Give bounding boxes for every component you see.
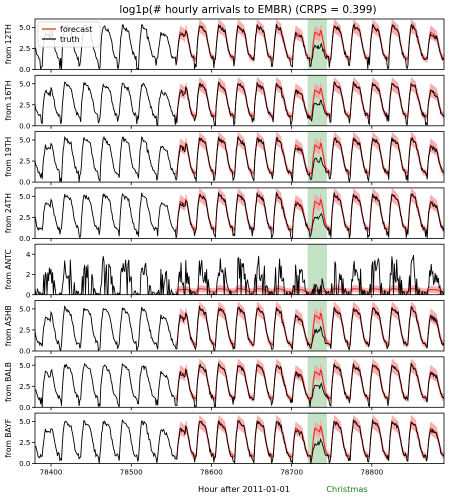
y-tick-label: 5.0 <box>19 305 31 314</box>
panel-frame <box>34 74 445 127</box>
panel-6: 0.0 2.5 5.0 from ASHB <box>4 300 445 356</box>
truth-line <box>35 255 444 295</box>
legend-entry: truth <box>60 35 80 44</box>
x-tick-label: 78800 <box>360 468 383 477</box>
y-axis-label: from BALB <box>4 362 13 402</box>
y-tick-label: 5.0 <box>19 192 31 201</box>
y-tick-label: 0.0 <box>19 234 31 243</box>
x-axis-label: Hour after 2011-01-01 <box>198 484 290 494</box>
panel-frame <box>34 412 445 465</box>
y-tick-label: 2.5 <box>19 44 30 53</box>
y-tick-label: 2.5 <box>19 213 30 222</box>
y-tick-label: 5.0 <box>19 79 31 88</box>
y-tick-label: 2.5 <box>19 438 30 447</box>
y-tick-label: 5.0 <box>19 136 31 145</box>
legend-box <box>37 21 101 48</box>
panel-frame <box>34 18 445 70</box>
y-tick-label: 2.5 <box>19 100 30 109</box>
y-axis-label: from 16TH <box>4 80 13 120</box>
y-tick-label: 4 <box>26 250 31 259</box>
x-tick-label: 78600 <box>200 468 223 477</box>
x-tick-label: 78400 <box>40 468 63 477</box>
x-tick-label: 78500 <box>120 468 143 477</box>
y-axis-label: from ANTC <box>4 249 13 289</box>
panel-2: 0.0 2.5 5.0 from 16TH <box>4 74 445 130</box>
y-axis-label: from ASHB <box>4 305 13 346</box>
truth-line <box>35 191 444 239</box>
y-axis-label: from 24TH <box>4 193 13 233</box>
y-tick-label: 5.0 <box>19 23 31 32</box>
y-tick-label: 0.0 <box>19 459 31 468</box>
forecast-band <box>175 285 444 295</box>
truth-line <box>35 305 444 351</box>
panel-5: 0 2 4 from ANTC <box>4 243 445 299</box>
y-axis-label: from 19TH <box>4 137 13 177</box>
panel-frame <box>34 187 445 239</box>
christmas-annotation: Christmas <box>326 484 367 494</box>
truth-line <box>35 81 444 126</box>
y-tick-label: 0.0 <box>19 347 31 356</box>
chart-title: log1p(# hourly arrivals to EMBR) (CRPS =… <box>119 4 376 16</box>
y-tick-label: 2.5 <box>19 382 30 391</box>
y-tick-label: 0.0 <box>19 65 31 74</box>
panel-frame <box>34 300 445 352</box>
truth-line <box>35 362 444 408</box>
panel-8: 0.0 2.5 5.0 78400 78500 78600 78700 78800 from B… <box>4 412 445 477</box>
panel-3: 0.0 2.5 5.0 from 19TH <box>4 131 445 187</box>
y-tick-label: 0.0 <box>19 121 31 130</box>
y-tick-label: 2 <box>26 270 31 279</box>
y-tick-label: 0.0 <box>19 178 31 187</box>
truth-line <box>35 22 444 70</box>
y-tick-label: 5.0 <box>19 361 31 370</box>
y-tick-label: 0.0 <box>19 403 31 412</box>
x-tick-label: 78700 <box>280 468 303 477</box>
truth-line <box>35 135 444 183</box>
y-tick-label: 5.0 <box>19 417 31 426</box>
y-tick-label: 2.5 <box>19 157 30 166</box>
y-axis-label: from 12TH <box>4 24 13 64</box>
panel-frame <box>34 356 445 408</box>
panel-frame <box>34 131 445 183</box>
legend-entry: forecast <box>60 25 92 34</box>
panel-4: 0.0 2.5 5.0 from 24TH <box>4 187 445 243</box>
truth-line <box>35 418 444 464</box>
y-axis-label: from BAYF <box>4 419 13 458</box>
panel-frame <box>34 243 445 296</box>
y-tick-label: 2.5 <box>19 326 30 335</box>
y-tick-label: 0 <box>26 290 31 299</box>
panel-7: 0.0 2.5 5.0 from BALB <box>4 356 445 412</box>
